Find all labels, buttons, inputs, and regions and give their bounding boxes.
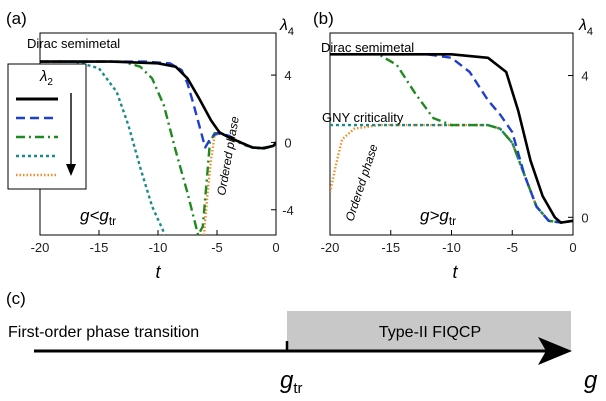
- series-line-1: [330, 53, 573, 224]
- panel-b-condition: g>gtr: [420, 206, 456, 228]
- legend-title: λ2: [39, 68, 53, 88]
- panel-a-ordered-phase-label: Ordered phase: [214, 115, 242, 197]
- series-line-3: [330, 53, 573, 224]
- x-tick-label: 0: [569, 240, 576, 255]
- panel-a-label: (a): [6, 9, 27, 28]
- x-tick-label: -20: [321, 240, 340, 255]
- gtr-label: gtr: [280, 367, 303, 397]
- fiqcp-label: Type-II FIQCP: [379, 324, 481, 341]
- panel-a-dirac-label: Dirac semimetal: [27, 36, 120, 51]
- panel-b-label: (b): [313, 9, 334, 28]
- x-tick-label: -5: [211, 240, 223, 255]
- y-tick-label: 4: [284, 68, 291, 83]
- series-line-1: [40, 60, 276, 150]
- panel-b-ticks: -20 -15 -10 -5 0 4 0: [321, 69, 589, 255]
- g-axis-arrowhead: [538, 337, 572, 365]
- y-tick-label: 0: [581, 210, 588, 225]
- panel-a-legend: λ2: [7, 63, 87, 190]
- panel-a-curves: [40, 60, 276, 235]
- panel-b-ordered-phase-label: Ordered phase: [343, 142, 381, 223]
- y-tick-label: -4: [282, 203, 294, 218]
- panel-c-label: (c): [6, 289, 26, 308]
- legend-entries: [16, 97, 58, 177]
- panel-b: (b) -20 -15 -10 -5 040 λ4 t Dirac semimetal …: [313, 9, 593, 282]
- x-tick-label: -20: [31, 240, 50, 255]
- panel-c: (c) First-order phase transition Type-II…: [6, 289, 598, 397]
- y-tick-label: 0: [284, 135, 291, 150]
- series-line-2: [330, 53, 573, 224]
- x-tick-label: -15: [381, 240, 400, 255]
- panel-b-ylabel: λ4: [578, 17, 593, 38]
- panel-a-ticks: -20 -15 -10 -5 0 4 0 -4: [31, 68, 294, 255]
- x-tick-label: -15: [90, 240, 109, 255]
- fiqcp-region: [287, 311, 571, 351]
- g-axis-label: g: [584, 367, 598, 394]
- panel-b-dirac-label: Dirac semimetal: [321, 40, 414, 55]
- panel-a-xlabel: t: [155, 262, 161, 282]
- y-tick-label: 4: [581, 69, 588, 84]
- panel-a-ylabel: λ4: [279, 17, 294, 38]
- panel-b-xlabel: t: [452, 262, 458, 282]
- x-tick-label: -10: [442, 240, 461, 255]
- x-tick-label: -10: [149, 240, 168, 255]
- panel-b-curves: [330, 53, 573, 224]
- panel-a: (a) -20 -15 -10 -5 0 4 0 -4 λ4 t Dirac semimeta…: [6, 9, 294, 282]
- panel-b-gny-label: GNY criticality: [322, 110, 404, 125]
- x-tick-label: 0: [272, 240, 279, 255]
- legend-arrow-head: [66, 164, 76, 176]
- panel-a-condition: g<gtr: [80, 206, 116, 228]
- first-order-label: First-order phase transition: [8, 324, 199, 341]
- x-tick-label: -5: [506, 240, 518, 255]
